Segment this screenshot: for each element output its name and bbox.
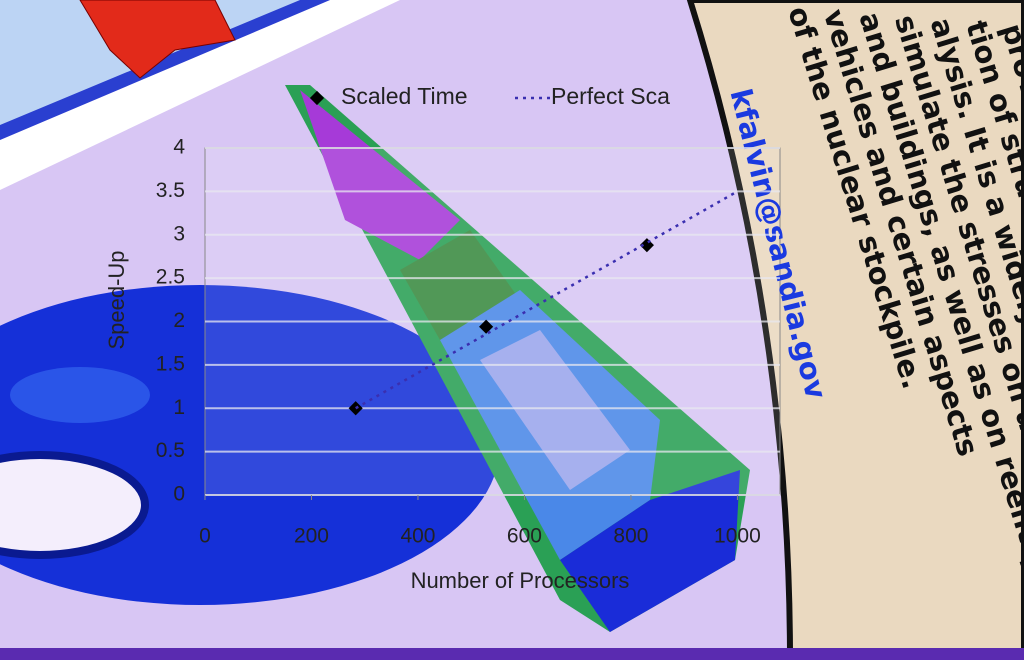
series-line bbox=[355, 190, 739, 410]
y-tick-label: 1 bbox=[173, 396, 185, 419]
cone-region bbox=[300, 90, 460, 260]
y-tick-label: 2 bbox=[173, 309, 185, 332]
point bbox=[479, 319, 494, 334]
legend-label: Perfect Sca bbox=[551, 83, 670, 109]
y-tick-label: 0.5 bbox=[156, 439, 185, 462]
disk-ring bbox=[10, 367, 150, 423]
y-tick-label: 0 bbox=[173, 483, 185, 506]
y-axis-label: Speed-Up bbox=[104, 250, 129, 349]
x-tick-label: 200 bbox=[294, 525, 329, 548]
text-panel bbox=[686, 0, 1024, 660]
disk-hole bbox=[0, 451, 149, 559]
legend-swatch bbox=[309, 90, 325, 106]
x-tick-label: 800 bbox=[613, 525, 648, 548]
cone-region bbox=[480, 330, 630, 490]
bottom-border bbox=[0, 648, 1024, 660]
y-tick-label: 3 bbox=[173, 222, 185, 245]
y-tick-label: 4 bbox=[173, 136, 185, 159]
x-axis-label: Number of Processors bbox=[411, 568, 630, 593]
y-tick-label: 2.5 bbox=[156, 266, 185, 289]
white-stripe bbox=[0, 0, 400, 190]
cone-base bbox=[560, 470, 740, 632]
x-tick-label: 0 bbox=[199, 525, 211, 548]
rocket bbox=[79, 0, 236, 79]
x-tick-label: 1000 bbox=[714, 525, 761, 548]
y-tick-label: 1.5 bbox=[156, 352, 185, 375]
x-tick-label: 400 bbox=[400, 525, 435, 548]
legend-label: Scaled Time bbox=[341, 83, 468, 109]
y-tick-label: 3.5 bbox=[156, 179, 185, 202]
x-tick-label: 600 bbox=[507, 525, 542, 548]
